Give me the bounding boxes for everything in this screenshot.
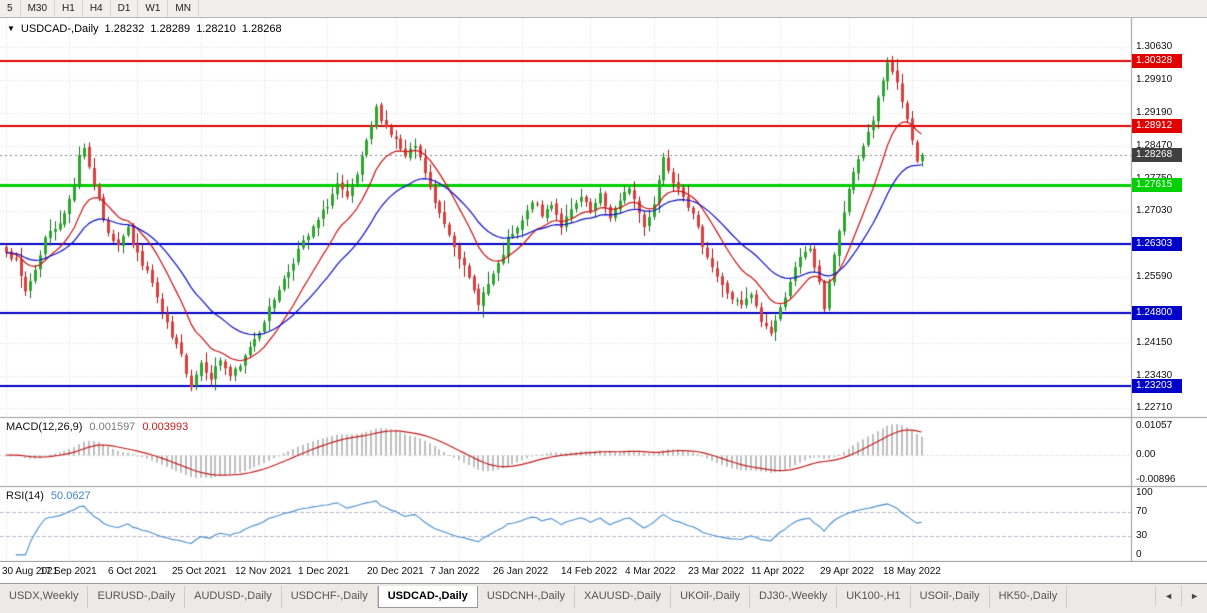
chart-tabs: USDX,Weekly EURUSD-,Daily AUDUSD-,Daily USD… [0, 584, 1155, 608]
ohlc-open: 1.28232 [104, 23, 145, 35]
timeframe-button-h4[interactable]: H4 [83, 0, 111, 17]
tabs-scroll-left-icon: ◄ [1164, 591, 1174, 601]
tab-hk50-daily[interactable]: HK50-,Daily [990, 586, 1068, 608]
chart-symbol-period: USDCAD-,Daily [20, 23, 99, 35]
timeframe-button-m30[interactable]: M30 [21, 0, 56, 17]
tab-usdchf-daily[interactable]: USDCHF-,Daily [282, 586, 378, 608]
tab-usoil-daily[interactable]: USOil-,Daily [911, 586, 990, 608]
macd-main-value: 0.001597 [89, 421, 136, 433]
tabs-scroll-left[interactable]: ◄ [1155, 586, 1181, 606]
date-axis-label: 17 Sep 2021 [40, 566, 97, 577]
tab-usdx-weekly[interactable]: USDX,Weekly [0, 586, 89, 608]
timeframe-button-5[interactable]: 5 [0, 0, 21, 17]
date-axis-label: 12 Nov 2021 [235, 566, 292, 577]
date-axis-label: 6 Oct 2021 [108, 566, 157, 577]
date-axis-label: 7 Jan 2022 [430, 566, 480, 577]
ohlc-close: 1.28268 [241, 23, 282, 35]
date-axis-label: 11 Apr 2022 [751, 566, 805, 577]
timeframe-button-w1[interactable]: W1 [138, 0, 169, 17]
date-axis-label: 30 Aug 2021 [2, 566, 59, 577]
chart-title-bar: ▼ USDCAD-,Daily 1.28232 1.28289 1.28210 … [7, 23, 282, 35]
ohlc-low: 1.28210 [196, 23, 236, 35]
rsi-value: 50.0627 [50, 490, 91, 502]
tab-eurusd-daily[interactable]: EURUSD-,Daily [88, 586, 186, 608]
price-chart-canvas[interactable] [0, 18, 1207, 562]
macd-signal-value: 0.003993 [142, 421, 189, 433]
chart-tabs-bar: USDX,Weekly EURUSD-,Daily AUDUSD-,Daily USD… [0, 583, 1207, 613]
tab-usdcnh-daily[interactable]: USDCNH-,Daily [478, 586, 576, 608]
date-axis-label: 18 May 2022 [883, 566, 941, 577]
tab-xauusd-daily[interactable]: XAUUSD-,Daily [575, 586, 672, 608]
tab-uk100-h1[interactable]: UK100-,H1 [837, 586, 911, 608]
date-axis-label: 4 Mar 2022 [625, 566, 676, 577]
macd-indicator-label: MACD(12,26,9) 0.001597 0.003993 [6, 421, 188, 433]
date-axis-label: 1 Dec 2021 [298, 566, 350, 577]
timeframe-button-mn[interactable]: MN [168, 0, 199, 17]
symbol-dropdown-icon[interactable]: ▼ [7, 24, 15, 33]
tabs-scroll-right[interactable]: ► [1181, 586, 1207, 606]
tabs-scroll-right-icon: ► [1190, 591, 1199, 601]
chart-window: 1.30630 1.29910 1.29190 1.28470 1.27750 1.270… [0, 18, 1207, 562]
date-axis-label: 29 Apr 2022 [820, 566, 874, 577]
date-axis-label: 23 Mar 2022 [688, 566, 745, 577]
ohlc-high: 1.28289 [150, 23, 191, 35]
timeframe-button-h1[interactable]: H1 [55, 0, 83, 17]
tabs-scroll-controls: ◄ ► [1155, 584, 1207, 606]
tab-ukoil-daily[interactable]: UKOil-,Daily [671, 586, 750, 608]
tab-dj30-weekly[interactable]: DJ30-,Weekly [750, 586, 838, 608]
tab-usdcad-daily[interactable]: USDCAD-,Daily [377, 586, 478, 608]
date-axis-label: 26 Jan 2022 [493, 566, 549, 577]
rsi-indicator-label: RSI(14) 50.0627 [6, 490, 91, 502]
timeframe-button-d1[interactable]: D1 [111, 0, 139, 17]
date-axis-label: 25 Oct 2021 [172, 566, 227, 577]
rsi-name: RSI(14) [6, 490, 44, 502]
date-axis-label: 14 Feb 2022 [561, 566, 618, 577]
time-axis: 30 Aug 2021 17 Sep 2021 6 Oct 2021 25 Oct 2… [0, 562, 1207, 583]
timeframe-toolbar: 5 M30 H1 H4 D1 W1 MN [0, 0, 1207, 18]
tab-audusd-daily[interactable]: AUDUSD-,Daily [185, 586, 282, 608]
date-axis-label: 20 Dec 2021 [367, 566, 424, 577]
macd-name: MACD(12,26,9) [6, 421, 83, 433]
